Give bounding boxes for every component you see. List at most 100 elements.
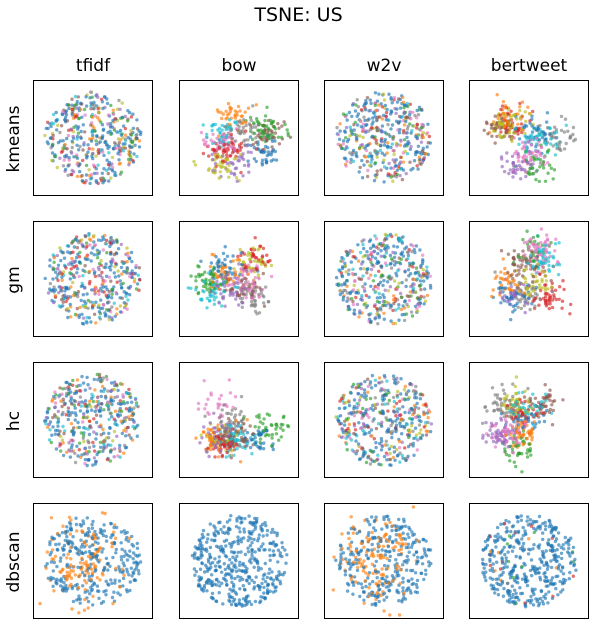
scatter-point [51, 415, 55, 420]
scatter-point [83, 113, 87, 117]
scatter-point [69, 315, 73, 319]
scatter-point [412, 453, 416, 457]
scatter-point [52, 267, 56, 271]
scatter-point [88, 90, 93, 94]
scatter-point [96, 163, 100, 167]
scatter-point [232, 448, 237, 452]
scatter-point [72, 125, 76, 130]
scatter-point [539, 400, 544, 404]
scatter-point [125, 426, 129, 430]
scatter-point [376, 151, 380, 155]
scatter-point [228, 391, 233, 395]
scatter-point [549, 279, 553, 283]
scatter-point [524, 280, 528, 284]
scatter-point [417, 150, 422, 155]
scatter-point [249, 299, 254, 304]
scatter-point [395, 245, 400, 249]
scatter-point [421, 146, 425, 150]
scatter-point [105, 308, 109, 312]
scatter-point [258, 420, 263, 424]
scatter-point [545, 120, 549, 124]
scatter-point [102, 290, 106, 294]
scatter-point [528, 238, 532, 242]
scatter-point [234, 419, 238, 423]
scatter-point [551, 264, 555, 268]
scatter-point [406, 444, 411, 449]
scatter-point [81, 274, 85, 278]
scatter-point [130, 417, 135, 422]
scatter-point [77, 260, 82, 265]
scatter-point [380, 402, 384, 406]
scatter-point [101, 376, 106, 380]
scatter-point [66, 406, 71, 410]
scatter-point [216, 283, 220, 288]
scatter-point [354, 439, 358, 443]
scatter-point [397, 306, 401, 310]
scatter-point [383, 153, 387, 157]
scatter-point [92, 106, 96, 111]
scatter-point [493, 393, 497, 397]
scatter-point [116, 137, 121, 141]
scatter-point [508, 168, 512, 172]
scatter-point [269, 274, 274, 279]
scatter-point [234, 127, 238, 131]
scatter-point [266, 150, 271, 154]
scatter-point [344, 164, 348, 168]
scatter-point [367, 295, 371, 299]
scatter-point [104, 168, 109, 173]
scatter-plot-hc-bertweet [480, 375, 565, 474]
scatter-point [81, 293, 85, 297]
scatter-point [372, 437, 376, 441]
scatter-point [340, 427, 344, 431]
scatter-point [216, 110, 220, 114]
scatter-point [128, 417, 132, 422]
scatter-point [340, 255, 344, 260]
scatter-point [131, 424, 135, 429]
scatter-point [58, 285, 62, 289]
scatter-point [76, 420, 80, 425]
scatter-point [127, 409, 131, 413]
scatter-point [522, 442, 526, 446]
scatter-point [251, 142, 255, 147]
scatter-point [77, 255, 82, 259]
scatter-point [413, 250, 417, 255]
scatter-point [228, 154, 232, 158]
scatter-point [571, 125, 576, 130]
scatter-point [498, 280, 502, 285]
scatter-point [419, 436, 423, 441]
scatter-point [547, 243, 552, 247]
scatter-point [226, 416, 231, 421]
scatter-point [523, 131, 527, 135]
scatter-point [502, 117, 506, 121]
scatter-point [551, 177, 555, 181]
scatter-point [546, 171, 550, 175]
scatter-point [96, 402, 101, 407]
scatter-point [415, 136, 419, 140]
scatter-point [249, 270, 253, 274]
scatter-point [116, 388, 120, 393]
scatter-point [64, 109, 69, 113]
scatter-point [352, 422, 356, 426]
scatter-point [407, 435, 411, 440]
scatter-point [123, 126, 128, 131]
scatter-point [510, 424, 515, 428]
scatter-point [368, 238, 373, 242]
scatter-point [74, 237, 78, 241]
scatter-point [252, 131, 257, 136]
scatter-point [509, 273, 513, 278]
scatter-point [354, 153, 358, 157]
scatter-point [58, 130, 62, 135]
scatter-point [219, 135, 224, 139]
scatter-point [236, 281, 240, 286]
scatter-point [420, 108, 424, 112]
scatter-point [56, 263, 61, 267]
scatter-point [216, 264, 220, 269]
scatter-point [489, 421, 494, 425]
scatter-point [199, 259, 203, 263]
scatter-point [118, 279, 123, 283]
scatter-point [117, 162, 122, 166]
scatter-point [286, 424, 290, 428]
scatter-point [213, 455, 217, 459]
scatter-point [129, 436, 133, 440]
scatter-point [378, 441, 382, 446]
